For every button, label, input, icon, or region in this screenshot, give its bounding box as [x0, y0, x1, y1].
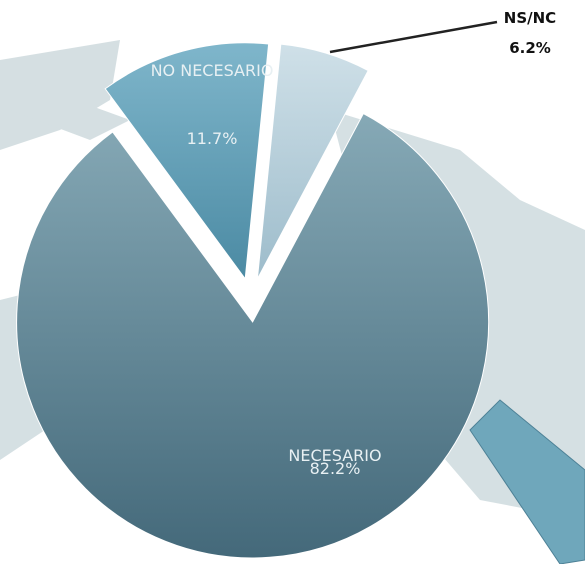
data-label: NO NECESARIO	[150, 61, 274, 80]
pie-slice	[104, 42, 270, 281]
pie-slice	[256, 43, 369, 280]
data-label: 6.2%	[509, 39, 551, 57]
data-label: 82.2%	[309, 459, 361, 478]
data-label: 11.7%	[186, 129, 238, 148]
pie-slice	[16, 112, 490, 559]
decor-bar	[469, 399, 585, 564]
data-label: NS/NC	[503, 9, 557, 27]
data-label: NECESARIO	[288, 446, 382, 465]
leader-line	[329, 20, 498, 54]
